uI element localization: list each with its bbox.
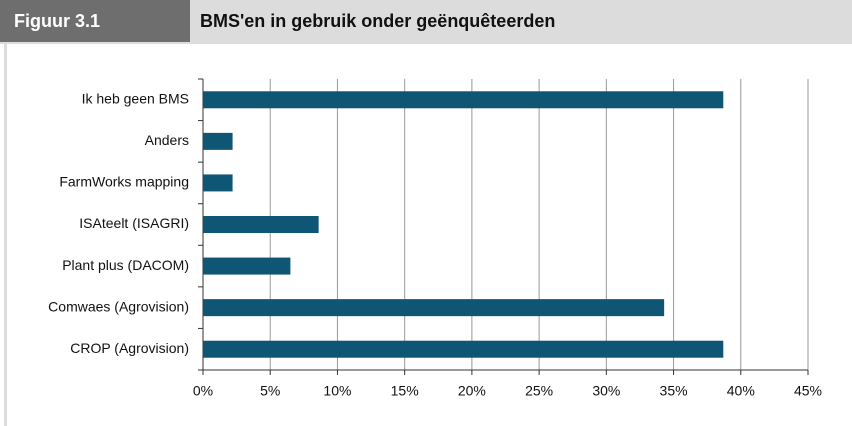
x-tick-label: 15% (391, 383, 419, 399)
x-tick-label: 35% (660, 383, 688, 399)
y-tick-label: Plant plus (DACOM) (62, 257, 189, 273)
x-tick-label: 45% (794, 383, 822, 399)
y-tick-label: CROP (Agrovision) (70, 340, 189, 356)
y-tick-label: Comwaes (Agrovision) (48, 298, 189, 314)
y-tick-label: ISAteelt (ISAGRI) (79, 215, 189, 231)
bar (203, 132, 233, 150)
x-tick-label: 40% (727, 383, 755, 399)
bar (203, 299, 665, 317)
y-tick-label: Ik heb geen BMS (82, 90, 189, 106)
figure-label: Figuur 3.1 (14, 11, 100, 31)
x-tick-label: 30% (592, 383, 620, 399)
bar (203, 174, 233, 192)
bar (203, 257, 291, 275)
bar (203, 340, 724, 358)
left-border (4, 44, 7, 426)
x-tick-label: 5% (260, 383, 280, 399)
x-tick-label: 0% (193, 383, 213, 399)
x-tick-label: 25% (525, 383, 553, 399)
x-tick-label: 10% (323, 383, 351, 399)
header-label-box (0, 0, 190, 42)
y-tick-label: Anders (145, 132, 189, 148)
header-rule (0, 42, 852, 44)
y-tick-label: FarmWorks mapping (59, 174, 189, 190)
header-title-box (190, 0, 852, 42)
bar (203, 216, 319, 233)
x-tick-label: 20% (458, 383, 486, 399)
chart-title: BMS'en in gebruik onder geënquêteerden (200, 11, 555, 31)
bar (203, 91, 724, 109)
